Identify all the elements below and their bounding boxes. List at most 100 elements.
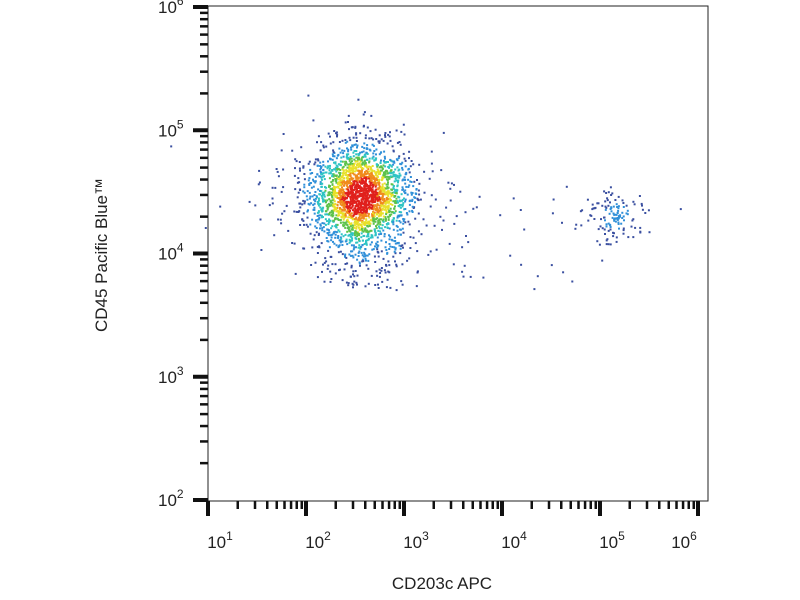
data-point xyxy=(394,202,397,205)
data-point xyxy=(343,149,346,152)
data-point xyxy=(372,207,375,210)
data-point xyxy=(374,171,377,174)
data-point xyxy=(357,219,360,222)
data-point xyxy=(430,150,433,153)
data-point xyxy=(361,221,364,224)
data-point xyxy=(383,200,386,202)
data-point xyxy=(383,155,386,158)
data-point xyxy=(361,209,364,212)
data-point xyxy=(356,211,359,214)
data-point xyxy=(392,163,395,166)
data-point xyxy=(336,207,339,209)
data-point xyxy=(306,216,309,219)
data-point xyxy=(375,205,378,208)
data-point xyxy=(361,173,364,176)
data-point xyxy=(395,158,398,161)
data-point xyxy=(374,284,377,286)
data-point xyxy=(376,217,379,220)
data-point xyxy=(622,206,625,208)
data-point xyxy=(349,192,352,195)
data-point xyxy=(309,182,312,184)
data-point xyxy=(356,162,359,165)
data-point xyxy=(325,210,328,213)
data-point xyxy=(379,208,382,211)
data-point xyxy=(365,203,368,206)
data-point xyxy=(357,255,360,257)
data-point xyxy=(344,212,347,215)
data-point xyxy=(307,209,309,212)
data-point xyxy=(375,207,378,210)
data-point xyxy=(390,165,393,168)
data-point xyxy=(357,234,360,236)
data-point xyxy=(596,202,599,205)
data-point xyxy=(356,207,359,210)
data-point xyxy=(339,203,342,206)
data-point xyxy=(393,161,396,164)
data-point xyxy=(390,183,393,186)
data-point xyxy=(380,169,383,172)
data-point xyxy=(361,211,364,214)
data-point xyxy=(359,160,362,163)
data-point xyxy=(362,255,365,258)
data-point xyxy=(391,246,394,248)
data-point xyxy=(334,161,337,164)
data-point xyxy=(404,208,407,210)
data-point xyxy=(376,191,378,194)
data-point xyxy=(376,236,379,239)
data-point xyxy=(333,130,336,132)
data-point xyxy=(372,181,375,184)
data-point xyxy=(414,201,416,204)
data-point xyxy=(380,227,383,230)
data-point xyxy=(334,166,337,169)
data-point xyxy=(367,267,370,270)
data-point xyxy=(343,212,345,215)
data-point xyxy=(345,205,348,208)
data-point xyxy=(367,232,370,235)
data-point xyxy=(313,198,315,201)
data-point xyxy=(410,160,413,162)
data-point xyxy=(313,202,316,205)
data-point xyxy=(416,270,419,273)
data-point xyxy=(404,159,407,162)
x-minor-tick xyxy=(381,501,384,509)
data-point xyxy=(306,210,309,213)
tick-exponent: 5 xyxy=(618,529,625,543)
data-point xyxy=(331,263,334,266)
data-point xyxy=(382,215,385,218)
data-point xyxy=(366,224,369,227)
data-point xyxy=(248,200,251,203)
data-point xyxy=(605,192,608,194)
data-point xyxy=(330,194,333,196)
y-minor-tick xyxy=(200,440,208,443)
data-point xyxy=(378,218,381,221)
data-point xyxy=(384,171,387,173)
data-point xyxy=(606,197,609,200)
data-point xyxy=(383,182,386,185)
data-point xyxy=(380,232,383,235)
data-point xyxy=(361,167,364,169)
data-point xyxy=(434,198,437,201)
data-point xyxy=(597,228,600,231)
data-point xyxy=(357,224,360,227)
data-point xyxy=(366,166,368,169)
data-point xyxy=(615,236,618,239)
data-point xyxy=(598,243,601,246)
data-point xyxy=(381,224,384,227)
data-point xyxy=(355,227,358,230)
data-point xyxy=(373,215,376,218)
data-point xyxy=(365,206,368,209)
data-point xyxy=(384,165,387,168)
data-point xyxy=(377,188,380,191)
data-point xyxy=(404,182,407,185)
data-point xyxy=(355,204,358,207)
data-point xyxy=(332,205,335,208)
data-point xyxy=(337,229,340,232)
data-point xyxy=(359,132,362,135)
data-point xyxy=(376,202,379,205)
data-point xyxy=(401,166,404,169)
data-point xyxy=(306,190,309,193)
data-point xyxy=(395,224,398,227)
data-point xyxy=(335,132,337,135)
data-point xyxy=(344,141,347,144)
data-point xyxy=(352,184,355,186)
